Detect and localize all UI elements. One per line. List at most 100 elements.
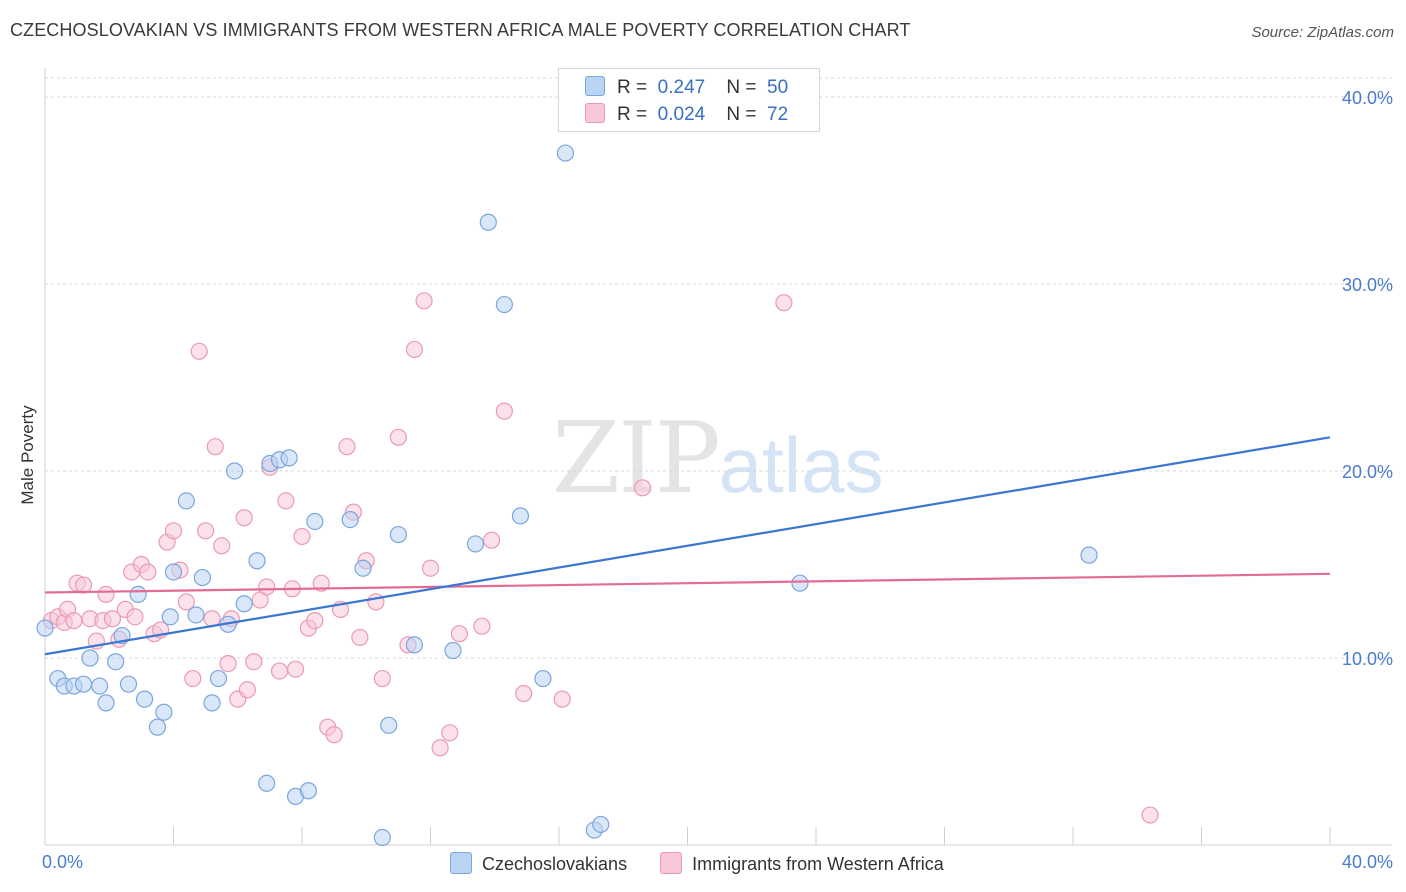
immigrants-point [103,610,122,628]
immigrants-point [126,608,144,626]
immigrants-point [450,625,469,643]
immigrants-point [306,611,324,630]
czechoslovakian-point [479,213,497,231]
immigrants-point [473,617,491,635]
immigrants-point [633,479,652,497]
immigrants-point [286,660,305,678]
immigrants-point [421,559,440,577]
legend-item-immigrants: Immigrants from Western Africa [660,852,944,875]
immigrants-point [415,292,433,310]
immigrants-point [277,492,295,510]
immigrants-point [65,611,83,630]
czechoslovakian-point [164,563,183,581]
immigrants-point [367,593,385,611]
immigrants-point [482,531,501,549]
czechoslovakian-point [1080,546,1098,564]
legend-swatch-pink [585,103,605,123]
x-tick-label-min: 0.0% [42,852,84,872]
y-tick-label: 10.0% [1342,649,1393,669]
immigrants-point [238,681,256,699]
immigrants-point [515,684,533,703]
czechoslovakian-point [148,718,167,736]
czechoslovakian-point [495,295,513,314]
czechoslovakian-point [107,653,125,671]
czechoslovakian-point [81,649,99,667]
czechoslovakian-point [74,675,93,693]
czechoslovakian-point [248,552,266,570]
czechoslovakian-point [354,559,372,577]
czechoslovakian-point [177,492,195,510]
immigrants-point [245,653,263,671]
x-tick-label-max: 40.0% [1341,852,1393,872]
immigrants-point [270,662,289,680]
czechoslovakian-point [97,694,115,712]
immigrants-point [373,669,391,688]
immigrants-point [312,574,330,592]
n-label: N = [726,104,757,125]
czechoslovakian-point [91,677,109,695]
czechoslovakian-point [280,449,298,467]
r-label: R = [617,77,648,98]
czechoslovakian-point [511,507,530,525]
n-label: N = [726,77,757,98]
chart-title: CZECHOSLOVAKIAN VS IMMIGRANTS FROM WESTE… [10,20,911,40]
legend-label: Immigrants from Western Africa [692,854,944,874]
czechoslovakian-point [592,815,610,834]
source-label: Source: ZipAtlas.com [1251,24,1394,41]
czechoslovakian-point [405,636,424,654]
immigrants-point [325,726,343,744]
y-tick-label: 40.0% [1342,88,1393,108]
immigrants-point [441,724,459,742]
immigrants-point [184,669,202,688]
immigrants-point [164,522,183,540]
immigrants-point [389,428,407,446]
watermark: ZIPatlas [552,402,884,516]
series-legend: Czechoslovakians Immigrants from Western… [450,852,972,875]
legend-swatch-pink [660,852,683,874]
watermark-atlas: atlas [718,421,884,509]
immigrants-point [351,628,369,647]
czechoslovakian-point [209,669,228,688]
immigrants-point [431,739,449,757]
immigrants-point [405,340,424,359]
immigrants-point [74,576,93,594]
immigrants-point [495,402,513,420]
czechoslovakian-point [373,828,391,847]
legend-item-czechoslovakians: Czechoslovakians [450,852,627,875]
stats-legend: R = 0.247 N = 50 R = 0.024 N = 72 [558,68,820,132]
czechoslovakian-point [389,525,407,544]
immigrants-point [177,593,195,611]
immigrants-point [775,294,793,312]
r-value: 0.247 [657,77,706,98]
czechoslovakian-point [444,641,462,660]
immigrants-point [338,438,356,456]
stats-legend-row-immigrants: R = 0.024 N = 72 [585,103,788,127]
y-tick-label: 20.0% [1342,462,1393,482]
czechoslovakian-point [534,669,552,688]
watermark-zip: ZIP [552,402,721,516]
immigrants-point [1141,806,1159,824]
czechoslovakian-point [791,574,809,592]
czechoslovakian-point [36,619,54,637]
legend-swatch-blue [585,76,605,96]
legend-swatch-blue [450,852,472,874]
czechoslovakian-point [129,585,147,604]
immigrants-point [190,342,208,360]
y-tick-label: 30.0% [1342,275,1393,295]
immigrants-trend-line [44,572,1331,594]
y-axis-label: Male Poverty [18,405,37,505]
czechoslovakian-point [466,535,485,553]
czechoslovakian-point [258,774,276,792]
r-value: 0.024 [657,104,706,125]
czechoslovakian-point [380,716,398,734]
czechoslovakian-point [306,512,324,531]
immigrants-point [197,522,215,540]
czechoslovakian-point [235,595,253,613]
immigrants-point [219,655,237,673]
czechoslovakian-point [225,462,244,480]
czechoslovakian-point [193,568,212,587]
legend-label: Czechoslovakians [482,854,628,874]
czechoslovakian-point [119,675,138,693]
immigrants-point [139,563,157,581]
